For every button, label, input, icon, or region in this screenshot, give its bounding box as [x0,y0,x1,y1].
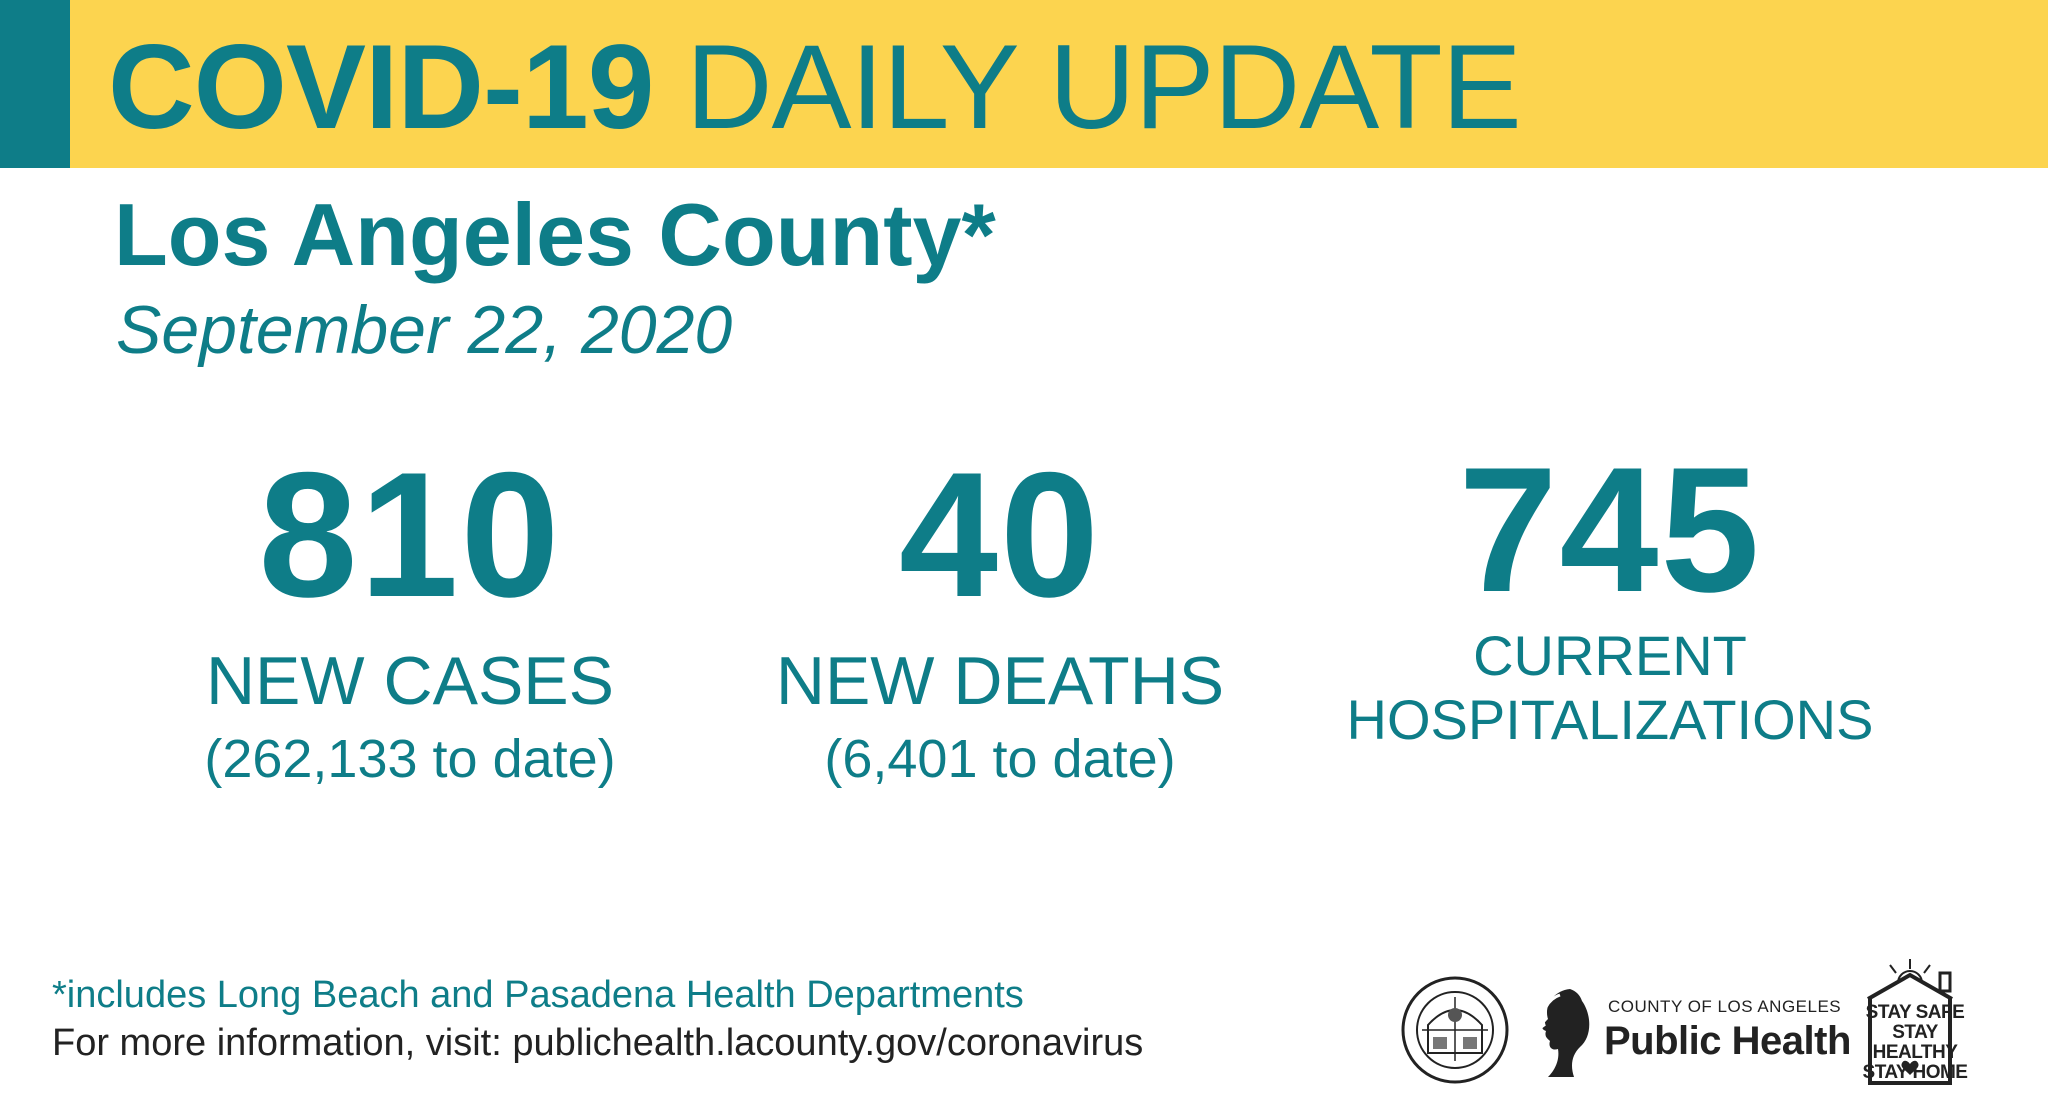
new-cases-label: NEW CASES [205,643,615,719]
stay-healthy-text: STAY HEALTHY [1872,1022,1958,1063]
public-health-small-text: COUNTY OF LOS ANGELES [1608,997,1842,1016]
cases-to-date: (262,133 to date) [204,729,616,789]
report-date: September 22, 2020 [116,292,733,368]
stay-home-text: STAY HOME [1862,1062,1968,1083]
more-info-link[interactable]: publichealth.lacounty.gov/coronavirus [512,1022,1144,1064]
house-outline-icon [1867,959,1953,1085]
public-health-big-text: Public Health [1604,1019,1851,1063]
footnote: *includes Long Beach and Pasadena Health… [52,974,1024,1016]
county-seal-icon [1401,976,1509,1084]
hospitalizations-label-line1: CURRENT [1473,624,1747,687]
hospitalizations-value: 745 [1458,430,1762,629]
more-info-prefix: For more information, visit: [52,1022,513,1064]
page-title: COVID-19 DAILY UPDATE [108,20,1522,154]
logo-strip: COUNTY OF LOS ANGELES Public Health STAY… [1400,955,2020,1095]
stay-safe-logo: STAY SAFE STAY HEALTHY STAY HOME [1860,955,1970,1090]
new-deaths-stat: 40 NEW DEATHS (6,401 to date) [740,445,1260,799]
stay-safe-text: STAY SAFE [1865,1002,1965,1023]
title-rest-text: DAILY UPDATE [685,20,1522,154]
profile-faces-icon [1537,989,1590,1077]
hospitalizations-stat: 745 CURRENT HOSPITALIZATIONS [1330,440,1890,752]
new-deaths-label: NEW DEATHS [775,643,1225,719]
public-health-logo: COUNTY OF LOS ANGELES Public Health [1530,983,1851,1083]
new-cases-value: 810 [258,435,562,634]
hospitalizations-label-line2: HOSPITALIZATIONS [1346,688,1874,751]
new-deaths-value: 40 [899,435,1101,634]
more-info-line: For more information, visit: publichealt… [52,1020,1143,1066]
deaths-to-date: (6,401 to date) [824,729,1176,789]
new-cases-stat: 810 NEW CASES (262,133 to date) [150,445,670,799]
header-accent-bar [0,0,70,168]
header-banner [0,0,2048,168]
title-bold-text: COVID-19 [108,20,654,154]
county-heading: Los Angeles County* [114,185,996,284]
